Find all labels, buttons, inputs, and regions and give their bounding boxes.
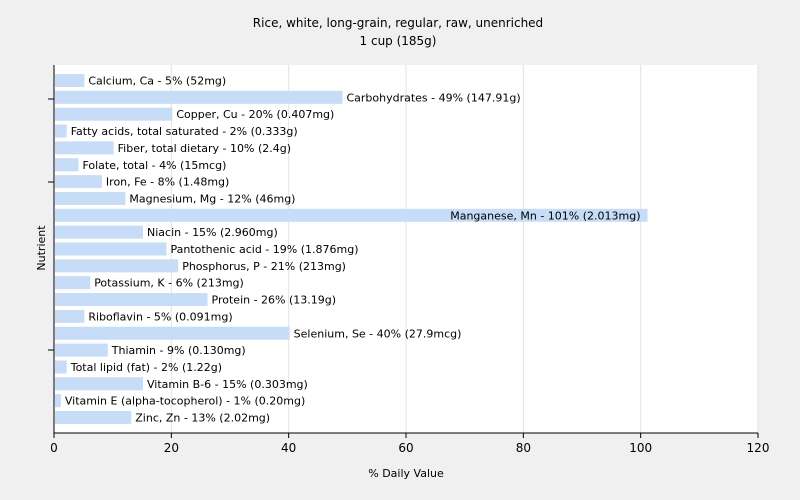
x-tick-label: 80 (516, 441, 531, 455)
bar (55, 74, 85, 87)
bar-label: Protein - 26% (13.19g) (212, 294, 337, 307)
axes: 0 20 40 60 80 100 120 (48, 65, 769, 455)
bar-label: Vitamin B-6 - 15% (0.303mg) (147, 378, 308, 391)
bar-label: Zinc, Zn - 13% (2.02mg) (135, 412, 270, 425)
x-tick-label: 60 (398, 441, 413, 455)
bar-label: Pantothenic acid - 19% (1.876mg) (170, 243, 358, 256)
bar-label: Folate, total - 4% (15mcg) (82, 159, 226, 172)
chart-subtitle: 1 cup (185g) (360, 34, 437, 48)
bar-label: Iron, Fe - 8% (1.48mg) (106, 176, 229, 189)
bar-label: Fiber, total dietary - 10% (2.4g) (118, 142, 291, 155)
bar-label: Manganese, Mn - 101% (2.013mg) (450, 209, 640, 222)
bars (55, 74, 648, 424)
bar-label: Calcium, Ca - 5% (52mg) (88, 75, 226, 88)
bar-label: Vitamin E (alpha-tocopherol) - 1% (0.20m… (65, 395, 305, 408)
bar (55, 293, 208, 307)
x-tick-label: 100 (629, 441, 652, 455)
bar (55, 276, 91, 290)
x-tick-label: 0 (50, 441, 58, 455)
bar (55, 107, 173, 121)
bar (55, 394, 61, 408)
bar (55, 377, 143, 391)
bar (55, 411, 132, 424)
bar (55, 259, 179, 273)
bar (55, 360, 67, 374)
bar-label: Total lipid (fat) - 2% (1.22g) (70, 361, 222, 374)
bar (55, 90, 343, 104)
x-axis-title: % Daily Value (368, 467, 444, 480)
chart-title: Rice, white, long-grain, regular, raw, u… (253, 16, 543, 30)
y-axis-title: Nutrient (35, 225, 48, 271)
bar-label: Riboflavin - 5% (0.091mg) (88, 310, 232, 323)
bar-label: Carbohydrates - 49% (147.91g) (346, 91, 520, 104)
bar-label: Potassium, K - 6% (213mg) (94, 277, 244, 290)
bar (55, 191, 126, 205)
bar-label: Copper, Cu - 20% (0.407mg) (176, 108, 334, 121)
bar-label: Selenium, Se - 40% (27.9mcg) (294, 327, 462, 340)
bar (55, 343, 108, 357)
bar (55, 309, 85, 323)
bar-label: Magnesium, Mg - 12% (46mg) (129, 192, 295, 205)
bar-labels: Calcium, Ca - 5% (52mg) Carbohydrates - 4… (65, 75, 641, 425)
bar (55, 175, 102, 189)
bar-label: Phosphorus, P - 21% (213mg) (182, 260, 346, 273)
bar (55, 141, 114, 155)
bar (55, 242, 167, 256)
bar (55, 124, 67, 138)
x-tick-label: 20 (164, 441, 179, 455)
gridlines (170, 65, 759, 433)
bar (55, 326, 290, 340)
bar-label: Fatty acids, total saturated - 2% (0.333… (71, 125, 298, 138)
x-tick-label: 120 (747, 441, 770, 455)
x-tick-label: 40 (281, 441, 296, 455)
bar (55, 208, 648, 222)
bar-label: Niacin - 15% (2.960mg) (147, 226, 278, 239)
bar (55, 225, 143, 239)
bar-label: Thiamin - 9% (0.130mg) (111, 344, 246, 357)
bar (55, 158, 79, 172)
